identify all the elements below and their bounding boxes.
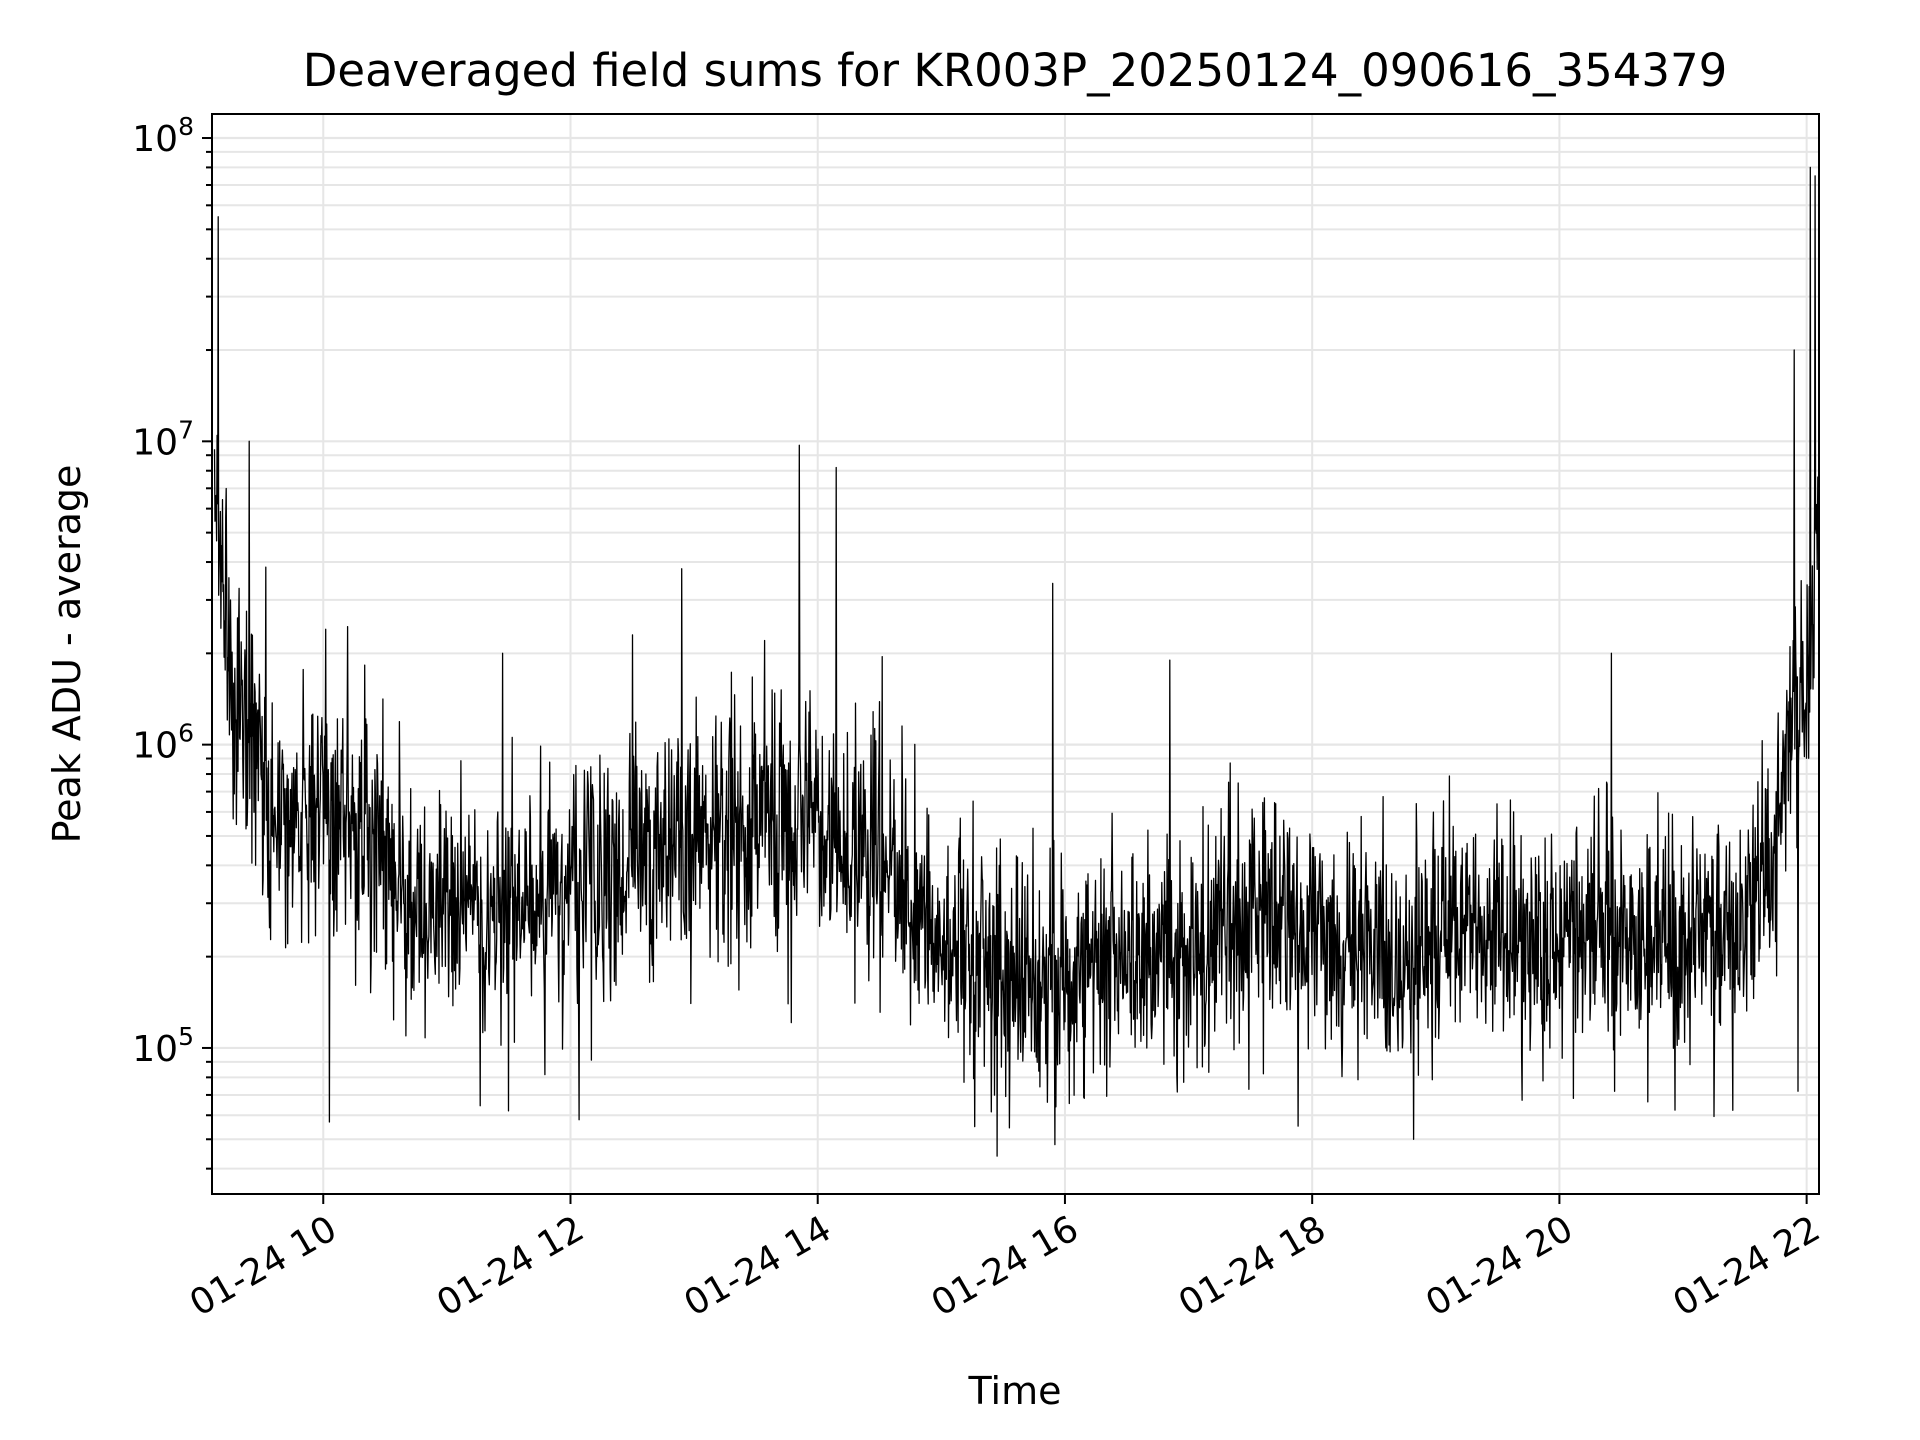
- data-series: [213, 166, 1819, 1157]
- x-axis-label: Time: [968, 1369, 1062, 1413]
- y-tick-label: 106: [132, 719, 194, 767]
- series-line: [213, 166, 1819, 1157]
- y-tick-label: 105: [132, 1022, 194, 1070]
- y-axis-label: Peak ADU - average: [45, 465, 89, 844]
- y-tick-label: 108: [132, 112, 194, 160]
- chart-title: Deaveraged field sums for KR003P_2025012…: [303, 44, 1727, 97]
- y-tick-label: 107: [132, 415, 194, 463]
